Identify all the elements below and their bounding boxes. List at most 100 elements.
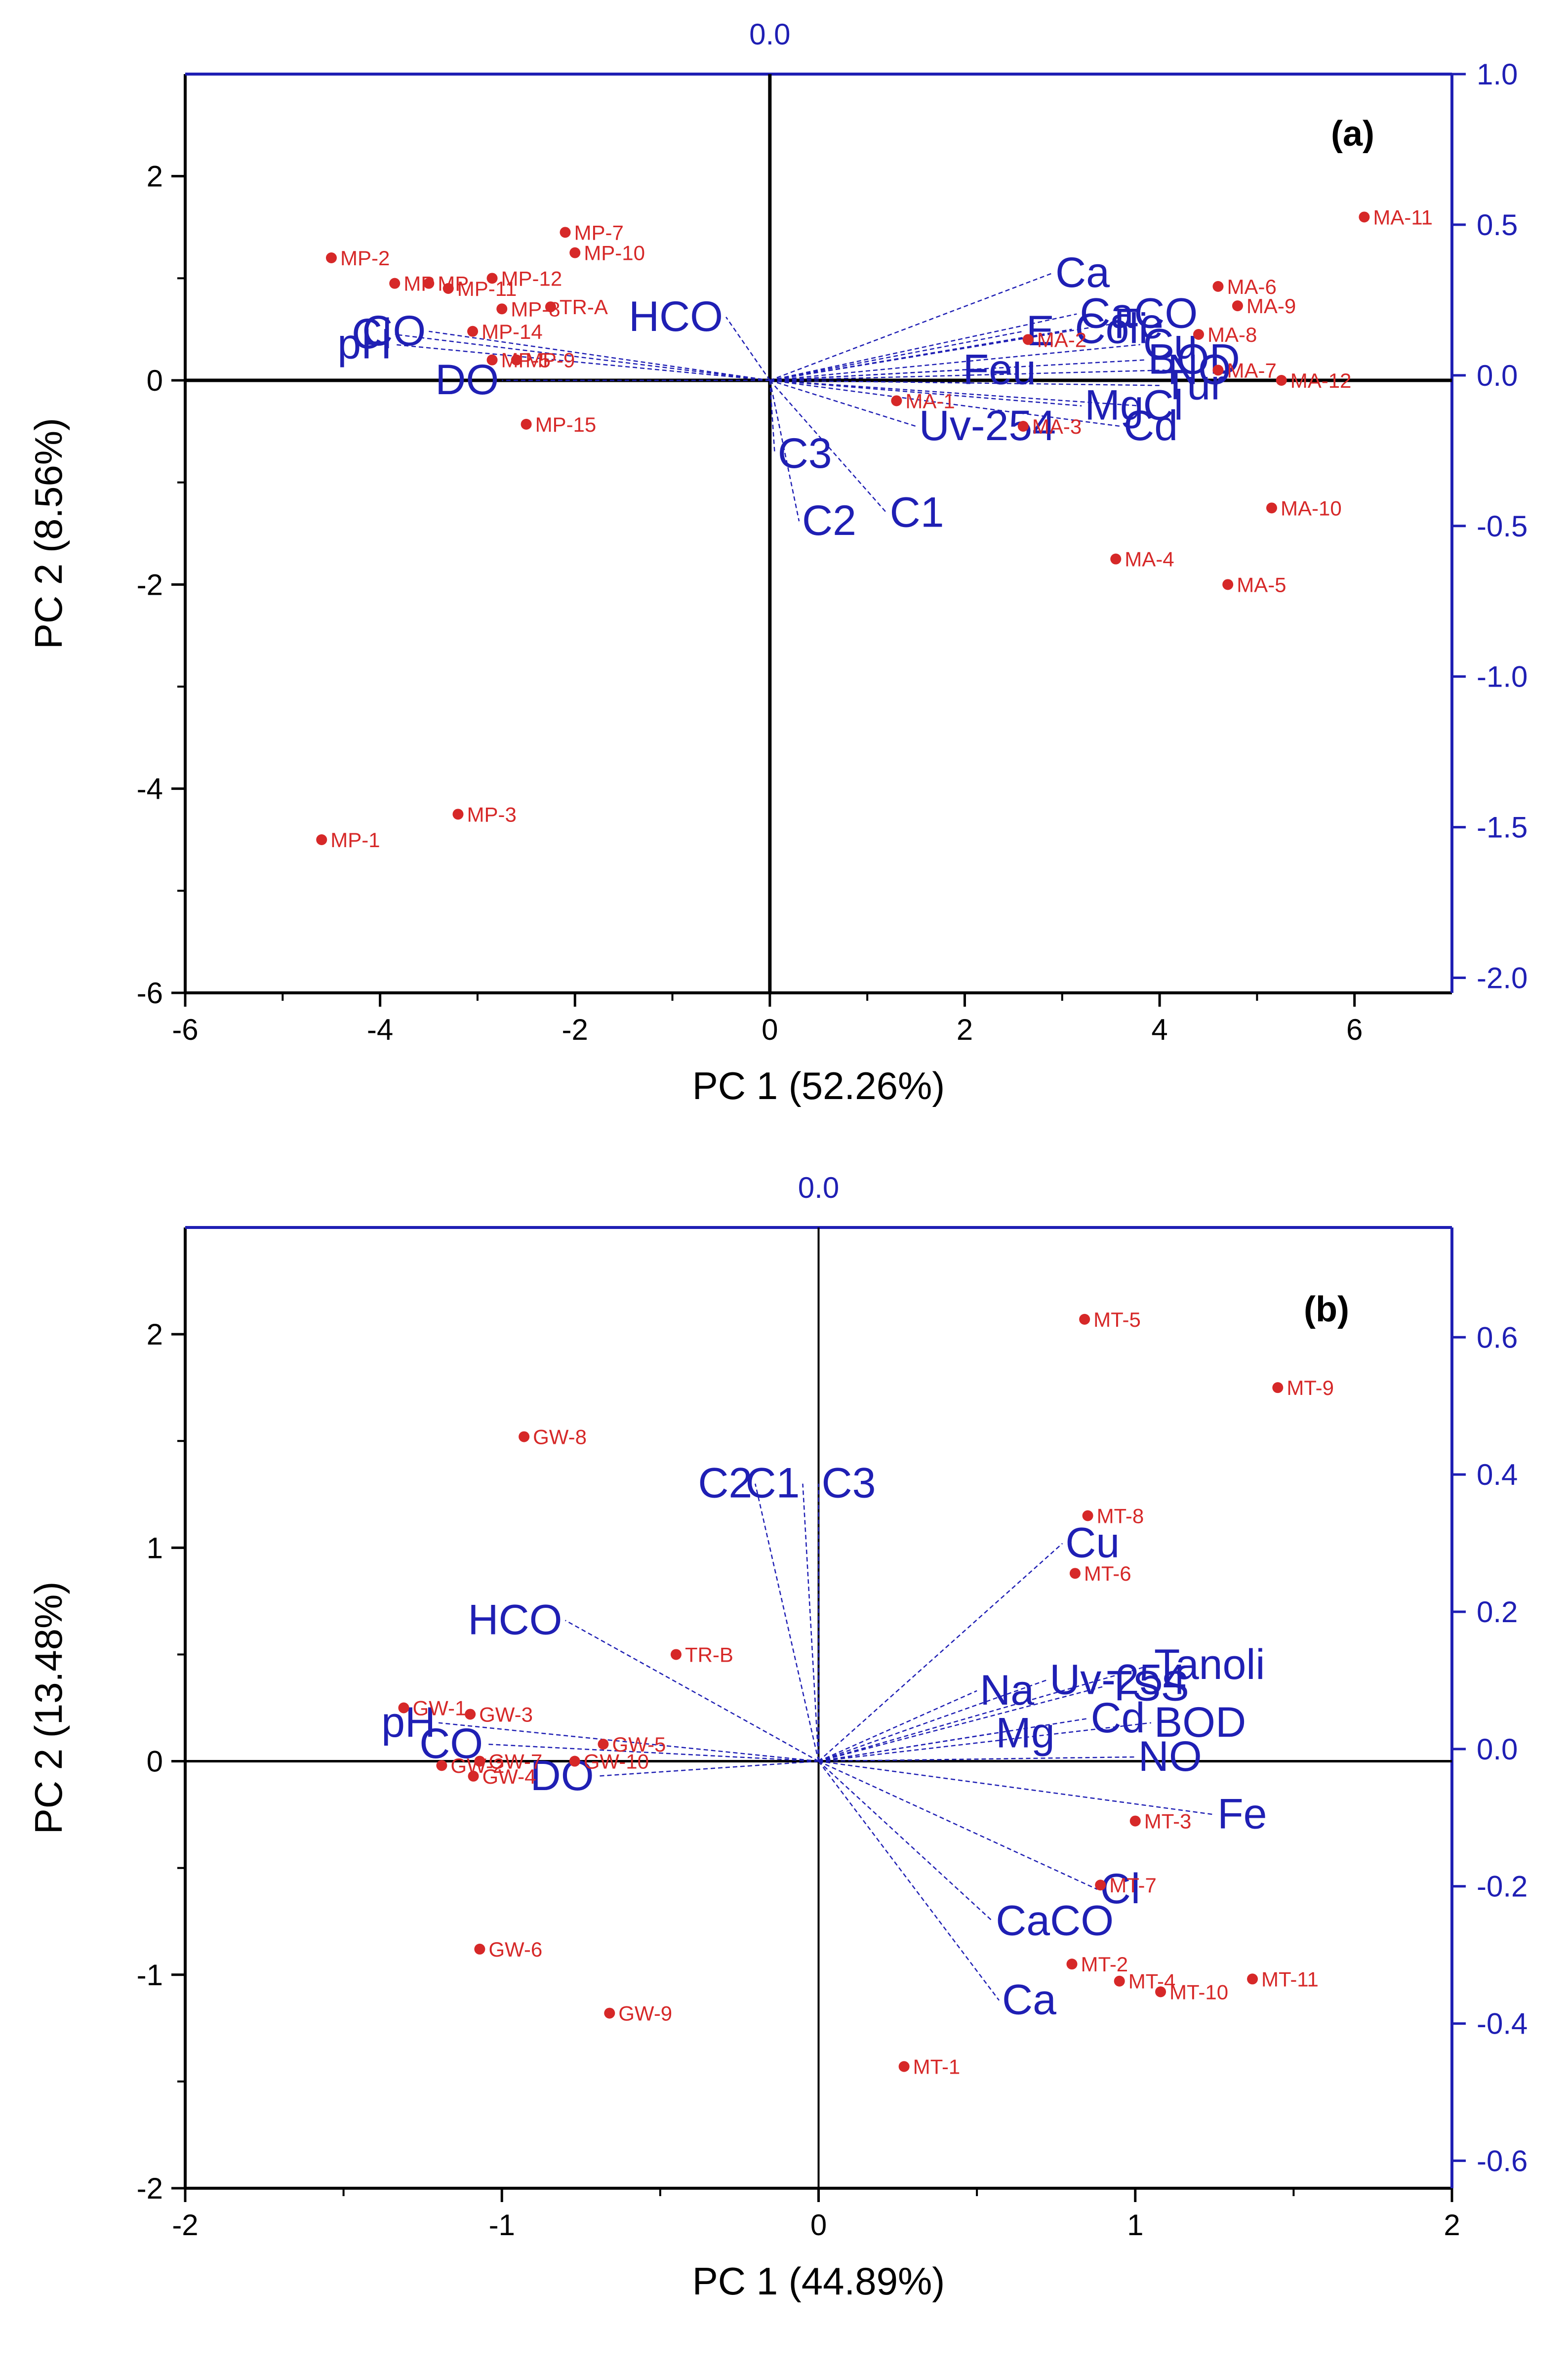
right-tick-label: 0.0: [1477, 359, 1518, 392]
score-label: MA-3: [1032, 415, 1082, 438]
loading-label: TSS: [1107, 1662, 1189, 1710]
y-tick-label: 1: [147, 1531, 163, 1564]
x-tick-label: 0: [762, 1013, 778, 1046]
loading-label: Feu: [963, 346, 1036, 393]
score-point: [1066, 1959, 1078, 1970]
panel-label: (b): [1304, 1290, 1349, 1329]
loading-vector: [725, 317, 770, 381]
score-point: [442, 283, 454, 294]
x-tick-label: -2: [172, 2208, 198, 2242]
loading-label: DO: [530, 1752, 594, 1799]
score-label: MP-15: [535, 413, 597, 436]
score-point: [1359, 211, 1370, 223]
x-tick-label: 2: [957, 1013, 973, 1046]
right-tick-label: -1.0: [1477, 660, 1528, 694]
score-label: MP-9: [525, 349, 575, 372]
score-point: [521, 418, 532, 430]
loading-label: HCO: [468, 1596, 562, 1643]
x-axis-title: PC 1 (44.89%): [692, 2259, 945, 2303]
loading-vector: [802, 1483, 819, 1761]
y-tick-label: -2: [137, 2172, 163, 2205]
score-label: MA-7: [1227, 359, 1276, 382]
loading-label: Fe: [1114, 300, 1163, 347]
score-point: [670, 1649, 682, 1660]
score-label: MA-12: [1290, 369, 1352, 392]
right-tick-label: 0.6: [1477, 1321, 1518, 1354]
score-point: [423, 278, 435, 289]
loading-vector: [818, 1690, 977, 1762]
loading-vector: [769, 379, 1140, 407]
score-point: [474, 1756, 485, 1767]
score-point: [468, 1770, 479, 1782]
score-label: MT-3: [1144, 1810, 1192, 1833]
x-tick-label: -2: [562, 1013, 588, 1046]
score-point: [389, 278, 401, 289]
score-point: [1022, 334, 1034, 345]
loading-label: Uv-254: [919, 402, 1056, 449]
score-point: [1193, 329, 1204, 340]
score-point: [1069, 1568, 1081, 1579]
score-point: [1155, 1986, 1166, 1998]
y-tick-label: 0: [147, 1745, 163, 1778]
loading-label: Ca: [1055, 249, 1110, 296]
score-point: [545, 301, 556, 313]
score-label: MP-10: [584, 242, 645, 265]
score-label: MP-2: [340, 246, 390, 270]
score-label: MP-1: [330, 828, 380, 852]
y-axis-title: PC 2 (13.48%): [27, 1582, 70, 1835]
x-tick-label: -4: [367, 1013, 393, 1046]
loading-vector: [769, 324, 1111, 381]
loading-vector: [769, 380, 775, 454]
score-label: MP-11: [457, 277, 517, 300]
loading-label: Cu: [1143, 321, 1198, 368]
right-tick-label: -0.2: [1477, 1870, 1528, 1903]
right-tick-label: -0.4: [1477, 2007, 1528, 2041]
right-tick-label: 0.5: [1477, 208, 1518, 242]
score-point: [1079, 1313, 1090, 1325]
score-label: MP-7: [574, 221, 624, 244]
right-tick-label: -0.6: [1477, 2144, 1528, 2177]
loading-vector: [769, 379, 1160, 386]
score-point: [560, 227, 571, 238]
loading-label: Cl: [1143, 382, 1183, 429]
loading-vector: [818, 1722, 1151, 1762]
score-label: MT-5: [1093, 1308, 1141, 1331]
loading-label: C1: [890, 489, 944, 536]
score-point: [1232, 300, 1243, 312]
score-label: GW-3: [479, 1703, 533, 1726]
y-tick-label: 2: [147, 1318, 163, 1351]
loading-vector: [755, 1483, 819, 1761]
loading-label: E: [1026, 307, 1054, 355]
loading-label: BOD: [1154, 1699, 1246, 1746]
score-label: MA-9: [1246, 294, 1296, 318]
loading-vector: [769, 272, 1053, 381]
y-axis-title: PC 2 (8.56%): [27, 418, 70, 649]
loading-label: Fe: [1217, 1791, 1267, 1838]
loading-vector: [818, 1760, 1000, 2001]
score-point: [519, 1431, 530, 1442]
loading-vector: [395, 344, 770, 381]
score-label: MT-9: [1287, 1376, 1334, 1399]
score-label: MP-12: [501, 267, 563, 290]
score-label: MA-4: [1125, 548, 1174, 571]
score-point: [474, 1943, 485, 1955]
score-point: [486, 354, 498, 366]
y-tick-label: -4: [137, 773, 163, 806]
loading-label: CO: [419, 1720, 483, 1767]
score-label: TR-B: [685, 1643, 733, 1666]
score-label: MA-6: [1227, 275, 1276, 298]
score-point: [511, 354, 522, 366]
loading-label: pH: [337, 321, 392, 368]
loading-vector: [818, 1664, 1152, 1762]
loading-vector: [818, 1686, 1104, 1762]
loading-label: HCO: [629, 293, 723, 340]
loading-vector: [769, 313, 1077, 381]
loading-label: DO: [435, 356, 499, 404]
loading-label: Cd: [1091, 1694, 1145, 1742]
loading-label: CaCO: [996, 1897, 1114, 1945]
score-point: [325, 252, 337, 263]
x-tick-label: 0: [810, 2208, 827, 2242]
x-tick-label: -1: [489, 2208, 515, 2242]
score-point: [569, 1756, 580, 1767]
x-axis-title: PC 1 (52.26%): [692, 1064, 945, 1107]
